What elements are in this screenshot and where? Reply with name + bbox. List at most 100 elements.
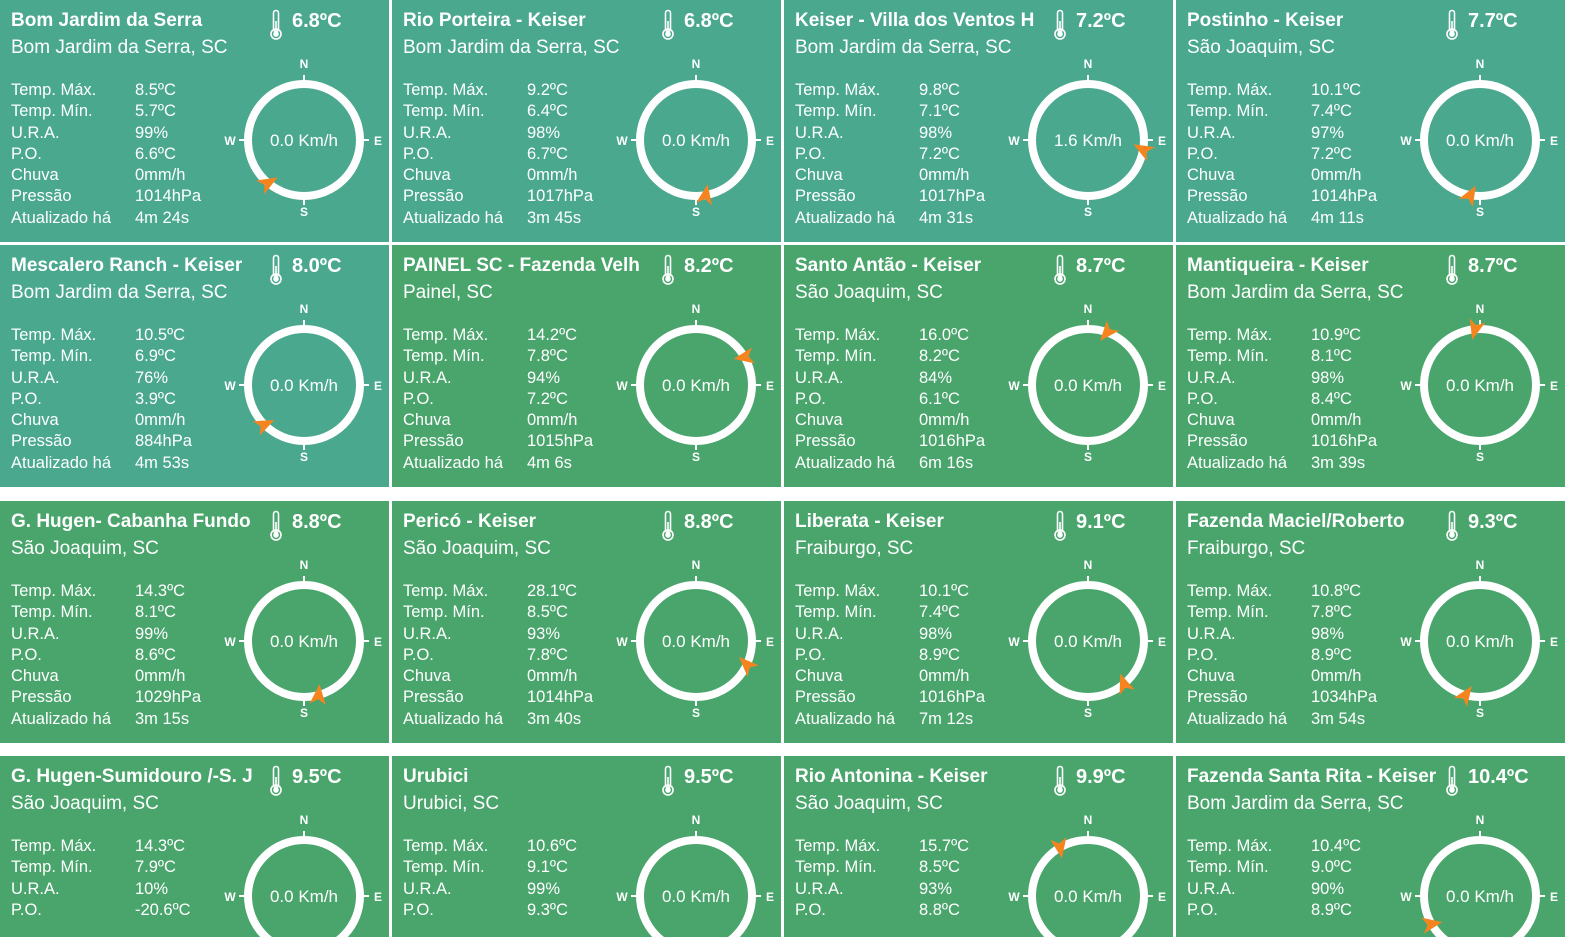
station-card[interactable]: Keiser - Villa dos Ventos H Bom Jardim da… xyxy=(784,0,1173,242)
station-card[interactable]: Liberata - Keiser Fraiburgo, SC 9.1ºC Temp.… xyxy=(784,501,1173,743)
stat-value: 0mm/h xyxy=(1311,166,1362,185)
stat-row-po: P.O. 7.2ºC xyxy=(1187,144,1377,165)
station-location: Fraiburgo, SC xyxy=(1187,538,1306,559)
stat-row-ura: U.R.A. 76% xyxy=(11,368,192,389)
stat-row-ura: U.R.A. 84% xyxy=(795,368,985,389)
station-card[interactable]: Fazenda Maciel/Roberto Fraiburgo, SC 9.3ºC… xyxy=(1176,501,1565,743)
thermometer-icon xyxy=(1446,510,1458,541)
station-temperature: 7.7ºC xyxy=(1468,10,1518,32)
stat-label: Temp. Máx. xyxy=(1187,837,1273,855)
stat-row-po: P.O. 8.8ºC xyxy=(795,900,969,921)
station-location: Bom Jardim da Serra, SC xyxy=(11,37,228,58)
stat-label: P.O. xyxy=(795,645,826,664)
stat-value: 0mm/h xyxy=(135,411,186,430)
stat-value: 14.3ºC xyxy=(135,582,186,600)
station-location: São Joaquim, SC xyxy=(11,538,159,559)
station-card[interactable]: Rio Porteira - Keiser Bom Jardim da Serra… xyxy=(392,0,781,242)
compass-letter-n: N xyxy=(300,57,309,71)
stat-row-ura: U.R.A. 98% xyxy=(795,123,985,144)
stat-row-chuva: Chuva 0mm/h xyxy=(795,410,985,431)
compass-letter-s: S xyxy=(1476,450,1484,464)
wind-direction-arrow xyxy=(733,347,755,364)
compass-letter-e: E xyxy=(766,890,774,904)
stat-value: 9.3ºC xyxy=(527,900,568,919)
station-temperature: 9.5ºC xyxy=(684,766,734,788)
stat-label: P.O. xyxy=(1187,389,1218,408)
station-card[interactable]: Pericó - Keiser São Joaquim, SC 8.8ºC Temp.… xyxy=(392,501,781,743)
stat-value: 1014hPa xyxy=(527,688,594,707)
stat-row-pressao: Pressão 1015hPa xyxy=(403,431,593,452)
stat-row-ura: U.R.A. 93% xyxy=(795,879,969,900)
stat-label: Chuva xyxy=(795,166,843,185)
station-card[interactable]: G. Hugen- Cabanha Fundo São Joaquim, SC 8.… xyxy=(0,501,389,743)
stat-label: Temp. Mín. xyxy=(11,347,93,366)
stat-label: Temp. Máx. xyxy=(11,81,97,99)
stat-label: Temp. Máx. xyxy=(403,837,489,855)
compass-letter-n: N xyxy=(1084,813,1093,827)
stat-label: Temp. Máx. xyxy=(403,326,489,344)
station-temperature: 7.2ºC xyxy=(1076,10,1126,32)
compass-letter-e: E xyxy=(374,635,382,649)
stat-row-atualizado: Atualizado há 3m 54s xyxy=(1187,709,1377,730)
stat-row-atualizado: Atualizado há 4m 24s xyxy=(11,208,201,229)
wind-speed: 0.0 Km/h xyxy=(662,887,730,906)
stat-row-pressao: Pressão 1016hPa xyxy=(795,431,985,452)
stat-label: Atualizado há xyxy=(403,709,503,728)
station-location: Fraiburgo, SC xyxy=(795,538,914,559)
station-temperature: 8.7ºC xyxy=(1076,255,1126,277)
station-card[interactable]: Santo Antão - Keiser São Joaquim, SC 8.7ºC… xyxy=(784,245,1173,487)
station-card[interactable]: Mantiqueira - Keiser Bom Jardim da Serra,… xyxy=(1176,245,1565,487)
stat-value: 8.1ºC xyxy=(1311,347,1352,366)
stat-value: 0mm/h xyxy=(135,166,186,185)
station-temperature: 8.2ºC xyxy=(684,255,734,277)
station-name: PAINEL SC - Fazenda Velh xyxy=(403,255,640,276)
stat-row-tmin: Temp. Mín. 7.8ºC xyxy=(403,346,593,367)
stat-label: Temp. Mín. xyxy=(1187,347,1269,366)
stat-row-ura: U.R.A. 99% xyxy=(11,624,201,645)
stat-value: 10.9ºC xyxy=(1311,326,1362,344)
stat-row-atualizado: Atualizado há 4m 53s xyxy=(11,453,192,474)
stat-value: 10.6ºC xyxy=(527,837,578,855)
compass-letter-s: S xyxy=(1084,450,1092,464)
stat-label: P.O. xyxy=(795,900,826,919)
stat-value: 7.4ºC xyxy=(919,603,960,622)
station-card[interactable]: Rio Antonina - Keiser São Joaquim, SC 9.9º… xyxy=(784,756,1173,937)
stat-row-ura: U.R.A. 99% xyxy=(11,123,201,144)
stat-label: U.R.A. xyxy=(1187,624,1236,643)
stat-label: Pressão xyxy=(795,432,856,451)
stat-label: Chuva xyxy=(11,411,59,430)
stat-label: Chuva xyxy=(795,411,843,430)
compass-letter-e: E xyxy=(374,134,382,148)
station-stats: Temp. Máx. 9.2ºC Temp. Mín. 6.4ºC U.R.A. 98% P… xyxy=(403,80,593,229)
stat-label: U.R.A. xyxy=(1187,368,1236,387)
station-card[interactable]: PAINEL SC - Fazenda Velh Painel, SC 8.2ºC T… xyxy=(392,245,781,487)
stat-value: 0mm/h xyxy=(527,166,578,185)
compass-letter-s: S xyxy=(1084,706,1092,720)
stat-row-atualizado: Atualizado há 3m 45s xyxy=(403,208,593,229)
stat-row-tmin: Temp. Mín. 9.1ºC xyxy=(403,857,577,878)
station-card[interactable]: Urubici Urubici, SC 9.5ºC Temp. Máx. 10.6ºC T… xyxy=(392,756,781,937)
station-card[interactable]: G. Hugen-Sumidouro /-S. J São Joaquim, SC… xyxy=(0,756,389,937)
compass-letter-s: S xyxy=(300,450,308,464)
stat-label: Chuva xyxy=(403,166,451,185)
stat-row-po: P.O. 8.9ºC xyxy=(1187,900,1361,921)
compass-letter-e: E xyxy=(1158,134,1166,148)
compass-letter-e: E xyxy=(766,635,774,649)
station-card[interactable]: Mescalero Ranch - Keiser Bom Jardim da Se… xyxy=(0,245,389,487)
compass-letter-s: S xyxy=(1476,706,1484,720)
station-name: Liberata - Keiser xyxy=(795,511,944,532)
stat-value: 16.0ºC xyxy=(919,326,970,344)
stat-value: 76% xyxy=(135,368,169,387)
stat-value: 1016hPa xyxy=(919,688,986,707)
station-card[interactable]: Postinho - Keiser São Joaquim, SC 7.7ºC Tem… xyxy=(1176,0,1565,242)
stat-row-ura: U.R.A. 98% xyxy=(1187,368,1377,389)
station-card[interactable]: Bom Jardim da Serra Bom Jardim da Serra, … xyxy=(0,0,389,242)
stat-value: 10.4ºC xyxy=(1311,837,1362,855)
stat-label: Chuva xyxy=(795,667,843,686)
station-name: Bom Jardim da Serra xyxy=(11,10,203,31)
stat-label: Temp. Mín. xyxy=(795,858,877,877)
station-card[interactable]: Fazenda Santa Rita - Keiser Bom Jardim da… xyxy=(1176,756,1565,937)
thermometer-icon xyxy=(270,254,282,285)
